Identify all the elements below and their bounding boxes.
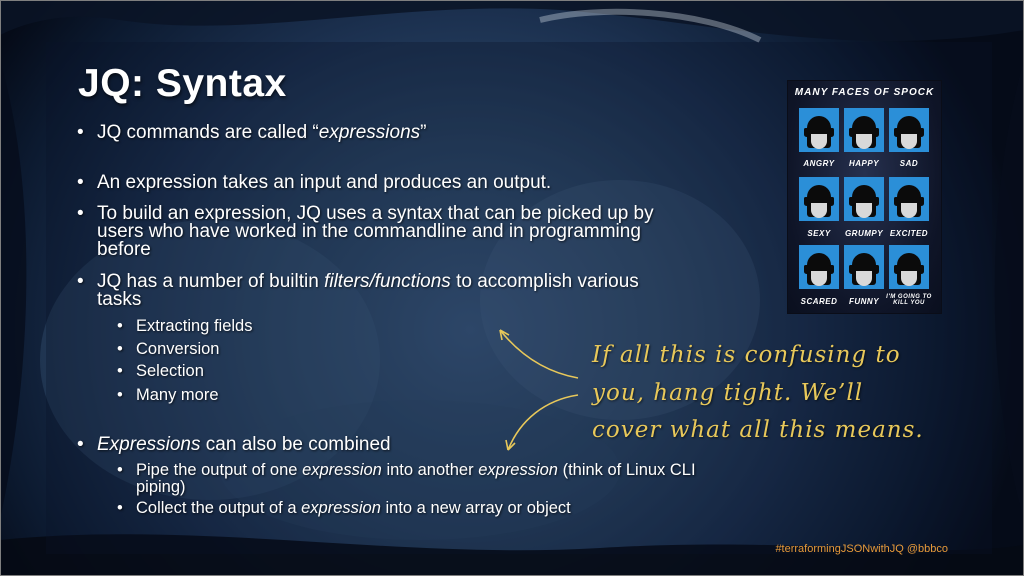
- spock-face-icon: [799, 245, 839, 289]
- spock-poster-image: MANY FACES OF SPOCK ANGRY HAPPY SAD SEXY…: [787, 80, 942, 314]
- face-caption: HAPPY: [848, 159, 880, 168]
- arrow-up-head: [499, 329, 510, 341]
- spock-face-icon: [844, 245, 884, 289]
- bullet-builtin-filters: • JQ has a number of builtin filters/fun…: [77, 271, 639, 310]
- note-line-3: cover what all this means.: [592, 417, 924, 443]
- sub-bullet-selection: • Selection: [117, 362, 204, 380]
- spock-face-icon: [844, 177, 884, 221]
- note-line-1: If all this is confusing to: [592, 342, 901, 368]
- arrow-down-curve: [507, 394, 579, 451]
- face-caption: SEXY: [807, 229, 831, 238]
- sub-bullet-extracting-fields: • Extracting fields: [117, 317, 253, 335]
- footer-hashtag: #terraformingJSONwithJQ @bbbco: [775, 543, 948, 555]
- sub-bullet-pipe: • Pipe the output of one expression into…: [117, 461, 696, 496]
- face-caption: SCARED: [800, 297, 838, 306]
- spock-face-icon: [844, 108, 884, 152]
- bullet-combined: • Expressions can also be combined: [77, 434, 391, 455]
- spock-face-icon: [889, 177, 929, 221]
- note-line-2: you, hang tight. We’ll: [592, 380, 864, 406]
- arrow-up-curve: [499, 329, 579, 379]
- sub-bullet-collect: • Collect the output of a expression int…: [117, 499, 571, 517]
- face-caption: SAD: [899, 159, 919, 168]
- slide-title: JQ: Syntax: [78, 62, 287, 105]
- spock-face-icon: [799, 177, 839, 221]
- face-caption: FUNNY: [848, 297, 880, 306]
- sub-bullet-many-more: • Many more: [117, 386, 219, 404]
- bullet-input-output: • An expression takes an input and produ…: [77, 172, 552, 193]
- face-caption: I'M GOING TO KILL YOU: [886, 294, 932, 306]
- poster-title: MANY FACES OF SPOCK: [794, 87, 935, 98]
- spock-face-icon: [799, 108, 839, 152]
- face-caption: EXCITED: [889, 229, 929, 238]
- bullet-expressions: • JQ commands are called “expressions”: [77, 122, 427, 143]
- spock-face-icon: [889, 245, 929, 289]
- arrow-down-head: [505, 439, 516, 451]
- face-caption: ANGRY: [803, 159, 835, 168]
- spock-face-icon: [889, 108, 929, 152]
- bullet-build-expression: • To build an expression, JQ uses a synt…: [77, 203, 654, 260]
- face-caption: GRUMPY: [844, 229, 884, 238]
- sub-bullet-conversion: • Conversion: [117, 340, 220, 358]
